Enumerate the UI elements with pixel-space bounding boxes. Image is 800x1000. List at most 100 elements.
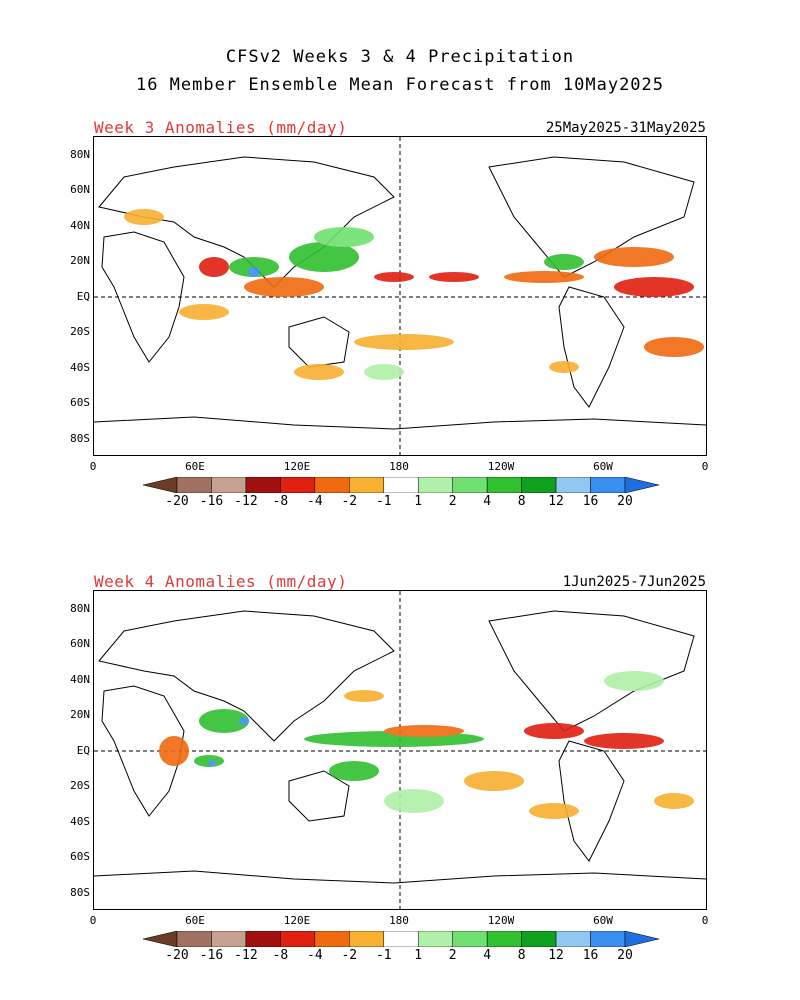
lat-label-20n: 20N bbox=[70, 254, 90, 267]
chart-title-line-2: 16 Member Ensemble Mean Forecast from 10… bbox=[135, 75, 665, 95]
lat-label-eq: EQ bbox=[76, 290, 90, 303]
lon-label-60e: 60E bbox=[185, 460, 205, 473]
colorbar-swatch-1 bbox=[176, 476, 212, 494]
week3-panel-label: Week 3 Anomalies (mm/day) bbox=[94, 118, 348, 137]
colorbar-swatch-14 bbox=[624, 476, 660, 494]
colorbar-swatch-8 bbox=[417, 930, 453, 948]
colorbar-tick-label: -8 bbox=[272, 948, 289, 963]
colorbar-swatch-7 bbox=[383, 930, 419, 948]
week3-map bbox=[93, 136, 707, 456]
colorbar-swatch-12 bbox=[555, 930, 591, 948]
colorbar-tick-label: 16 bbox=[582, 948, 599, 963]
week3-panel-dates: 25May2025-31May2025 bbox=[545, 120, 706, 136]
colorbar-swatch-13 bbox=[590, 476, 626, 494]
lon-label-0-end: 0 bbox=[701, 460, 709, 473]
colorbar-swatch-10 bbox=[486, 476, 522, 494]
lat-label-80n-2: 80N bbox=[70, 602, 90, 615]
colorbar-tick-label: 12 bbox=[548, 494, 564, 509]
week4-panel-dates: 1Jun2025-7Jun2025 bbox=[562, 574, 706, 590]
lon-label-60e-2: 60E bbox=[185, 914, 205, 927]
lat-label-80s-2: 80S bbox=[70, 886, 90, 899]
lon-label-120e: 120E bbox=[283, 460, 311, 473]
colorbar-week4-labels: -20 -16 -12 -8 -4 -2 -1 1 2 4 8 12 16 20 bbox=[0, 948, 800, 966]
colorbar-tick-label: 2 bbox=[448, 494, 457, 509]
colorbar-tick-label: -16 bbox=[199, 494, 224, 509]
colorbar-tick-label: 1 bbox=[414, 948, 423, 963]
colorbar-tick-label: 20 bbox=[617, 494, 633, 509]
colorbar-swatch-6 bbox=[349, 476, 385, 494]
colorbar-swatch-9 bbox=[452, 476, 488, 494]
lat-label-40n-2: 40N bbox=[70, 673, 90, 686]
colorbar-tick-label: -1 bbox=[375, 494, 392, 509]
lon-label-120w: 120W bbox=[487, 460, 515, 473]
colorbar-tick-label: 12 bbox=[548, 948, 564, 963]
colorbar-swatch-10 bbox=[486, 930, 522, 948]
colorbar-swatch-6 bbox=[349, 930, 385, 948]
lat-label-40s: 40S bbox=[70, 361, 90, 374]
chart-title-line-1: CFSv2 Weeks 3 & 4 Precipitation bbox=[225, 47, 575, 67]
lat-label-60s: 60S bbox=[70, 396, 90, 409]
lat-label-60n-2: 60N bbox=[70, 637, 90, 650]
colorbar-swatch-11 bbox=[521, 930, 557, 948]
lat-label-eq-2: EQ bbox=[76, 744, 90, 757]
colorbar-tick-label: 4 bbox=[483, 948, 492, 963]
lon-label-180-2: 180 bbox=[389, 914, 409, 927]
colorbar-swatch-14 bbox=[624, 930, 660, 948]
colorbar-tick-label: -2 bbox=[341, 948, 358, 963]
colorbar-tick-label: 8 bbox=[517, 948, 526, 963]
colorbar-swatch-0 bbox=[142, 930, 178, 948]
colorbar-tick-label: 16 bbox=[582, 494, 599, 509]
colorbar-tick-label: -12 bbox=[234, 494, 258, 509]
colorbar-tick-label: -20 bbox=[165, 494, 189, 509]
colorbar-swatch-2 bbox=[211, 476, 247, 494]
colorbar-tick-label: 20 bbox=[617, 948, 633, 963]
lon-label-120w-2: 120W bbox=[487, 914, 515, 927]
lon-label-180: 180 bbox=[389, 460, 409, 473]
colorbar-tick-label: -16 bbox=[199, 948, 224, 963]
colorbar-swatch-5 bbox=[314, 476, 350, 494]
lon-label-60w: 60W bbox=[593, 460, 613, 473]
colorbar-swatch-4 bbox=[280, 476, 316, 494]
colorbar-swatch-2 bbox=[211, 930, 247, 948]
week4-map bbox=[93, 590, 707, 910]
lon-label-120e-2: 120E bbox=[283, 914, 311, 927]
colorbar-tick-label: 4 bbox=[483, 494, 492, 509]
colorbar-tick-label: -8 bbox=[272, 494, 289, 509]
colorbar-tick-label: 8 bbox=[517, 494, 526, 509]
colorbar-swatch-7 bbox=[383, 476, 419, 494]
colorbar-swatch-4 bbox=[280, 930, 316, 948]
colorbar-swatch-3 bbox=[245, 476, 281, 494]
colorbar-tick-label: -4 bbox=[307, 948, 323, 963]
lat-label-80n: 80N bbox=[70, 148, 90, 161]
lat-label-60s-2: 60S bbox=[70, 850, 90, 863]
colorbar-week3-labels: -20 -16 -12 -8 -4 -2 -1 1 2 4 8 12 16 20 bbox=[0, 494, 800, 512]
colorbar-tick-label: -12 bbox=[234, 948, 258, 963]
colorbar-swatch-13 bbox=[590, 930, 626, 948]
colorbar-swatch-3 bbox=[245, 930, 281, 948]
colorbar-swatch-5 bbox=[314, 930, 350, 948]
colorbar-tick-label: -1 bbox=[375, 948, 392, 963]
lon-label-60w-2: 60W bbox=[593, 914, 613, 927]
colorbar-swatch-11 bbox=[521, 476, 557, 494]
lon-label-0: 0 bbox=[89, 460, 97, 473]
lat-label-60n: 60N bbox=[70, 183, 90, 196]
colorbar-week4-svg bbox=[142, 930, 660, 948]
lon-label-0-end-2: 0 bbox=[701, 914, 709, 927]
lat-label-40s-2: 40S bbox=[70, 815, 90, 828]
lat-label-80s: 80S bbox=[70, 432, 90, 445]
colorbar-tick-label: 1 bbox=[414, 494, 423, 509]
lat-label-20s: 20S bbox=[70, 325, 90, 338]
colorbar-tick-label: -2 bbox=[341, 494, 358, 509]
colorbar-swatch-0 bbox=[142, 476, 178, 494]
lat-label-40n: 40N bbox=[70, 219, 90, 232]
lat-label-20s-2: 20S bbox=[70, 779, 90, 792]
colorbar-swatch-12 bbox=[555, 476, 591, 494]
lat-label-20n-2: 20N bbox=[70, 708, 90, 721]
colorbar-swatch-1 bbox=[176, 930, 212, 948]
colorbar-week3 bbox=[142, 476, 660, 494]
lon-label-0-2: 0 bbox=[89, 914, 97, 927]
colorbar-tick-label: -4 bbox=[307, 494, 323, 509]
colorbar-swatch-8 bbox=[417, 476, 453, 494]
colorbar-swatch-9 bbox=[452, 930, 488, 948]
colorbar-tick-label: 2 bbox=[448, 948, 457, 963]
